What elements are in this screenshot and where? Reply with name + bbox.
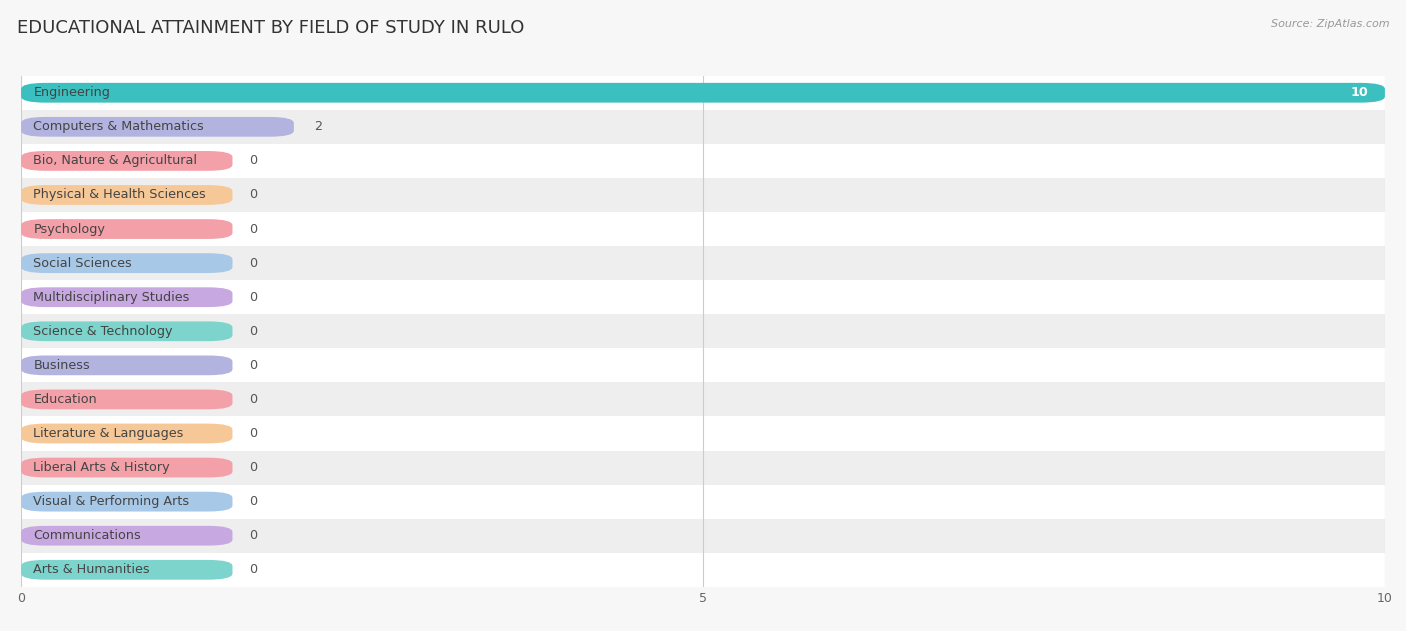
Bar xyxy=(21,178,1385,212)
Text: Communications: Communications xyxy=(34,529,141,542)
Text: 0: 0 xyxy=(249,427,257,440)
Text: Arts & Humanities: Arts & Humanities xyxy=(34,563,150,576)
FancyBboxPatch shape xyxy=(21,560,232,580)
FancyBboxPatch shape xyxy=(21,219,232,239)
Bar xyxy=(21,382,1385,416)
Text: 0: 0 xyxy=(249,291,257,304)
FancyBboxPatch shape xyxy=(21,457,232,478)
Text: 0: 0 xyxy=(249,189,257,201)
FancyBboxPatch shape xyxy=(21,83,1385,103)
Text: 0: 0 xyxy=(249,393,257,406)
FancyBboxPatch shape xyxy=(21,389,232,410)
FancyBboxPatch shape xyxy=(21,185,232,205)
Text: 0: 0 xyxy=(249,359,257,372)
Bar xyxy=(21,416,1385,451)
FancyBboxPatch shape xyxy=(21,492,232,512)
Text: 10: 10 xyxy=(1351,86,1368,99)
FancyBboxPatch shape xyxy=(21,526,232,546)
FancyBboxPatch shape xyxy=(21,423,232,444)
Text: Bio, Nature & Agricultural: Bio, Nature & Agricultural xyxy=(34,155,197,167)
FancyBboxPatch shape xyxy=(21,321,232,341)
Text: 0: 0 xyxy=(249,563,257,576)
Bar xyxy=(21,212,1385,246)
Text: 0: 0 xyxy=(249,325,257,338)
Bar xyxy=(21,280,1385,314)
Bar xyxy=(21,246,1385,280)
Text: Physical & Health Sciences: Physical & Health Sciences xyxy=(34,189,207,201)
Bar xyxy=(21,519,1385,553)
Text: Education: Education xyxy=(34,393,97,406)
Text: EDUCATIONAL ATTAINMENT BY FIELD OF STUDY IN RULO: EDUCATIONAL ATTAINMENT BY FIELD OF STUDY… xyxy=(17,19,524,37)
FancyBboxPatch shape xyxy=(21,151,232,171)
Text: Engineering: Engineering xyxy=(34,86,110,99)
FancyBboxPatch shape xyxy=(21,117,294,137)
Text: Science & Technology: Science & Technology xyxy=(34,325,173,338)
Bar xyxy=(21,348,1385,382)
Text: 0: 0 xyxy=(249,495,257,508)
Bar xyxy=(21,76,1385,110)
FancyBboxPatch shape xyxy=(21,287,232,307)
Text: Liberal Arts & History: Liberal Arts & History xyxy=(34,461,170,474)
Text: Computers & Mathematics: Computers & Mathematics xyxy=(34,121,204,133)
Bar xyxy=(21,110,1385,144)
Text: 2: 2 xyxy=(315,121,322,133)
Text: Visual & Performing Arts: Visual & Performing Arts xyxy=(34,495,190,508)
Text: Source: ZipAtlas.com: Source: ZipAtlas.com xyxy=(1271,19,1389,29)
Bar xyxy=(21,485,1385,519)
Bar xyxy=(21,553,1385,587)
Text: Business: Business xyxy=(34,359,90,372)
Text: 0: 0 xyxy=(249,461,257,474)
Text: Literature & Languages: Literature & Languages xyxy=(34,427,184,440)
Bar xyxy=(21,144,1385,178)
Text: Psychology: Psychology xyxy=(34,223,105,235)
Text: 0: 0 xyxy=(249,155,257,167)
FancyBboxPatch shape xyxy=(21,253,232,273)
Text: Social Sciences: Social Sciences xyxy=(34,257,132,269)
Bar xyxy=(21,451,1385,485)
FancyBboxPatch shape xyxy=(21,355,232,375)
Text: Multidisciplinary Studies: Multidisciplinary Studies xyxy=(34,291,190,304)
Bar xyxy=(21,314,1385,348)
Text: 0: 0 xyxy=(249,257,257,269)
Text: 0: 0 xyxy=(249,529,257,542)
Text: 0: 0 xyxy=(249,223,257,235)
